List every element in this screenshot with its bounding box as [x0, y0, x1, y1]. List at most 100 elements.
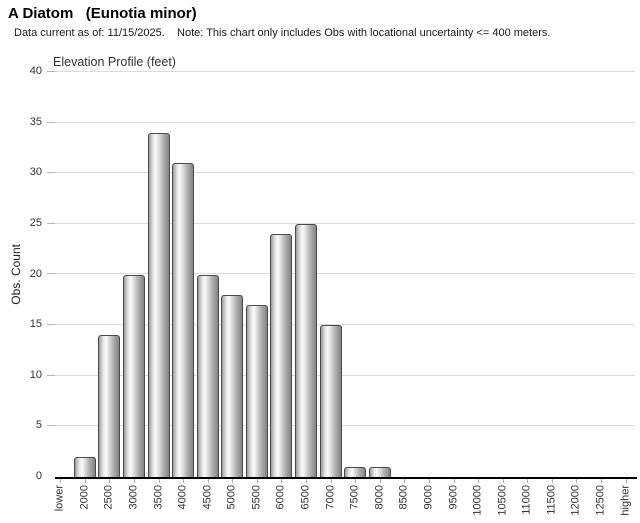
y-tick: [47, 71, 55, 72]
bar-4000[interactable]: [172, 163, 195, 477]
y-tick-label: 10: [29, 368, 42, 381]
x-tick-label: 10500: [496, 485, 509, 516]
x-tick-label: 9000: [422, 485, 435, 510]
x-tick: [134, 479, 136, 483]
bar-slot-10500: 10500: [490, 72, 515, 516]
y-tick-label: 20: [29, 267, 42, 280]
bar-4500[interactable]: [196, 274, 219, 477]
chart-title: Elevation Profile (feet): [53, 55, 176, 69]
bar-slot-2000: 2000: [73, 72, 98, 509]
bar-7500[interactable]: [344, 466, 367, 477]
gridline: [55, 71, 635, 72]
bar-5000[interactable]: [221, 294, 244, 477]
x-tick-label: 4500: [201, 485, 214, 510]
x-tick-label: 7500: [348, 485, 361, 510]
x-tick-label: 5500: [250, 485, 263, 510]
y-tick-label: 0: [35, 470, 42, 482]
x-tick-label: 11500: [545, 485, 558, 515]
y-tick: [47, 273, 55, 274]
bar-slot-12000: 12000: [564, 72, 589, 516]
gridline: [55, 375, 635, 376]
x-tick: [355, 479, 357, 483]
bar-slot-12500: 12500: [589, 72, 614, 516]
bar-3500[interactable]: [147, 132, 170, 477]
bar-slot-10000: 10000: [466, 72, 491, 516]
x-tick: [453, 479, 455, 483]
y-tick: [47, 425, 55, 426]
bar-slot-11500: 11500: [540, 72, 565, 515]
bar-slot-7500: 7500: [343, 72, 368, 509]
x-tick-label: lower: [53, 485, 66, 512]
plot-area: 0 5 10 15 20 25 30 35 40 lower 2000 2500 3000 3500 40…: [30, 65, 637, 516]
bar-3000[interactable]: [123, 274, 146, 477]
x-tick: [109, 479, 111, 483]
y-tick-label: 40: [29, 65, 42, 77]
y-tick: [47, 172, 55, 173]
x-tick-label: 6500: [299, 485, 312, 510]
y-tick: [47, 324, 55, 325]
bar-slot-5500: 5500: [245, 72, 270, 509]
x-tick: [256, 479, 258, 483]
bar-slot-4500: 4500: [195, 72, 220, 509]
bar-slot-6500: 6500: [294, 72, 319, 509]
y-tick-label: 5: [35, 419, 42, 432]
bar-7000[interactable]: [319, 325, 342, 477]
bar-slot-9500: 9500: [441, 72, 466, 509]
bar-slot-5000: 5000: [220, 72, 245, 509]
y-tick-label: 30: [29, 166, 42, 179]
x-tick-label: 9500: [447, 485, 460, 510]
gridline: [55, 172, 635, 173]
x-tick: [428, 479, 430, 483]
x-tick: [207, 479, 209, 483]
x-axis-line: [55, 477, 637, 479]
bar-slot-3500: 3500: [146, 72, 171, 509]
bar-slot-4000: 4000: [171, 72, 196, 509]
bar-8000[interactable]: [368, 466, 391, 477]
x-tick: [551, 479, 553, 483]
bar-2500[interactable]: [98, 335, 121, 477]
x-tick: [330, 479, 332, 483]
x-tick: [625, 479, 627, 483]
x-tick-label: 5000: [225, 485, 238, 510]
x-tick-label: 10000: [471, 485, 484, 516]
x-tick-label: 12000: [569, 485, 582, 516]
x-tick: [527, 479, 529, 483]
bar-6000[interactable]: [270, 234, 293, 477]
bar-5500[interactable]: [245, 304, 268, 477]
gridline: [55, 273, 635, 274]
gridline: [55, 425, 635, 426]
x-tick-label: 6000: [274, 485, 287, 510]
x-tick: [404, 479, 406, 483]
x-tick-label: 2000: [78, 485, 91, 510]
page-title: A Diatom (Eunotia minor): [8, 5, 197, 22]
gridline: [55, 223, 635, 224]
y-tick: [47, 375, 55, 376]
y-tick-label: 25: [29, 216, 42, 229]
x-tick-label: 3500: [152, 485, 165, 510]
bars-layer: lower 2000 2500 3000 3500 4000 4500 5000 5500 600…: [48, 72, 638, 516]
x-tick: [183, 479, 185, 483]
x-tick-label: 2500: [102, 485, 115, 510]
x-tick: [478, 479, 480, 483]
bar-slot-8000: 8000: [368, 72, 393, 509]
y-tick: [47, 223, 55, 224]
bar-6500[interactable]: [295, 223, 318, 477]
x-tick: [576, 479, 578, 483]
y-tick: [47, 122, 55, 123]
bar-slot-9000: 9000: [417, 72, 442, 509]
x-tick-label: 3000: [127, 485, 140, 510]
bar-slot-11000: 11000: [515, 72, 540, 515]
bar-slot-2500: 2500: [97, 72, 122, 509]
x-tick-label: higher: [619, 485, 632, 516]
bar-2000[interactable]: [73, 456, 96, 477]
x-tick: [158, 479, 160, 483]
x-tick: [281, 479, 283, 483]
x-tick: [60, 479, 62, 483]
x-tick-label: 8500: [397, 485, 410, 510]
y-tick-label: 15: [29, 318, 42, 331]
gridline: [55, 122, 635, 123]
x-tick-label: 12500: [594, 485, 607, 516]
bar-slot-8500: 8500: [392, 72, 417, 509]
bar-slot-7000: 7000: [318, 72, 343, 509]
